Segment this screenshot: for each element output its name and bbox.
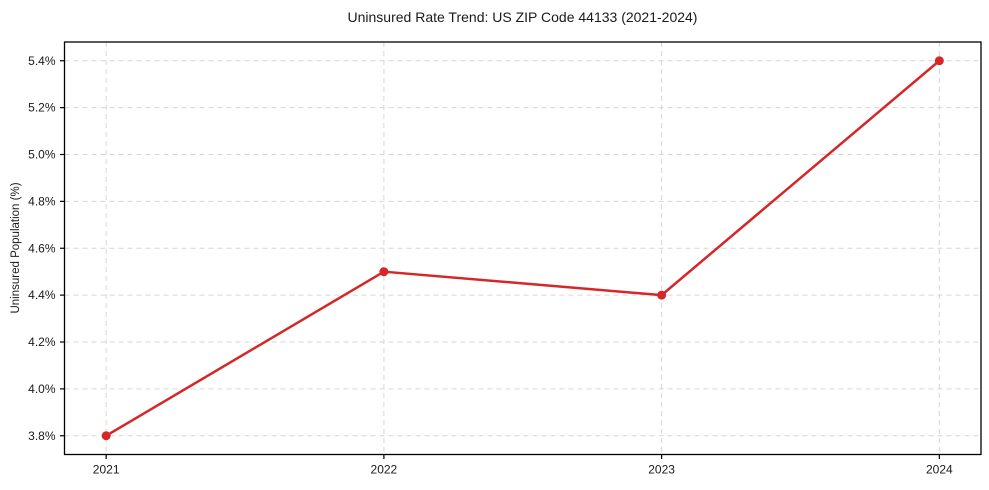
y-tick-label: 5.2%	[28, 101, 56, 115]
x-tick-label: 2022	[371, 463, 398, 477]
data-point	[657, 290, 667, 300]
y-tick-label: 5.0%	[28, 148, 56, 162]
y-tick-label: 3.8%	[28, 429, 56, 443]
data-point	[379, 267, 389, 277]
y-tick-label: 4.4%	[28, 288, 56, 302]
y-tick-label: 4.2%	[28, 335, 56, 349]
x-tick-label: 2024	[926, 463, 953, 477]
y-tick-label: 5.4%	[28, 54, 56, 68]
chart-title: Uninsured Rate Trend: US ZIP Code 44133 …	[347, 9, 698, 25]
y-tick-label: 4.6%	[28, 241, 56, 255]
y-tick-label: 4.8%	[28, 194, 56, 208]
data-point	[934, 56, 944, 66]
x-tick-label: 2023	[648, 463, 675, 477]
trend-line	[104, 59, 941, 437]
y-tick-label: 4.0%	[28, 382, 56, 396]
data-point	[101, 431, 111, 441]
plot-border	[63, 41, 982, 456]
x-tick-label: 2021	[93, 463, 120, 477]
